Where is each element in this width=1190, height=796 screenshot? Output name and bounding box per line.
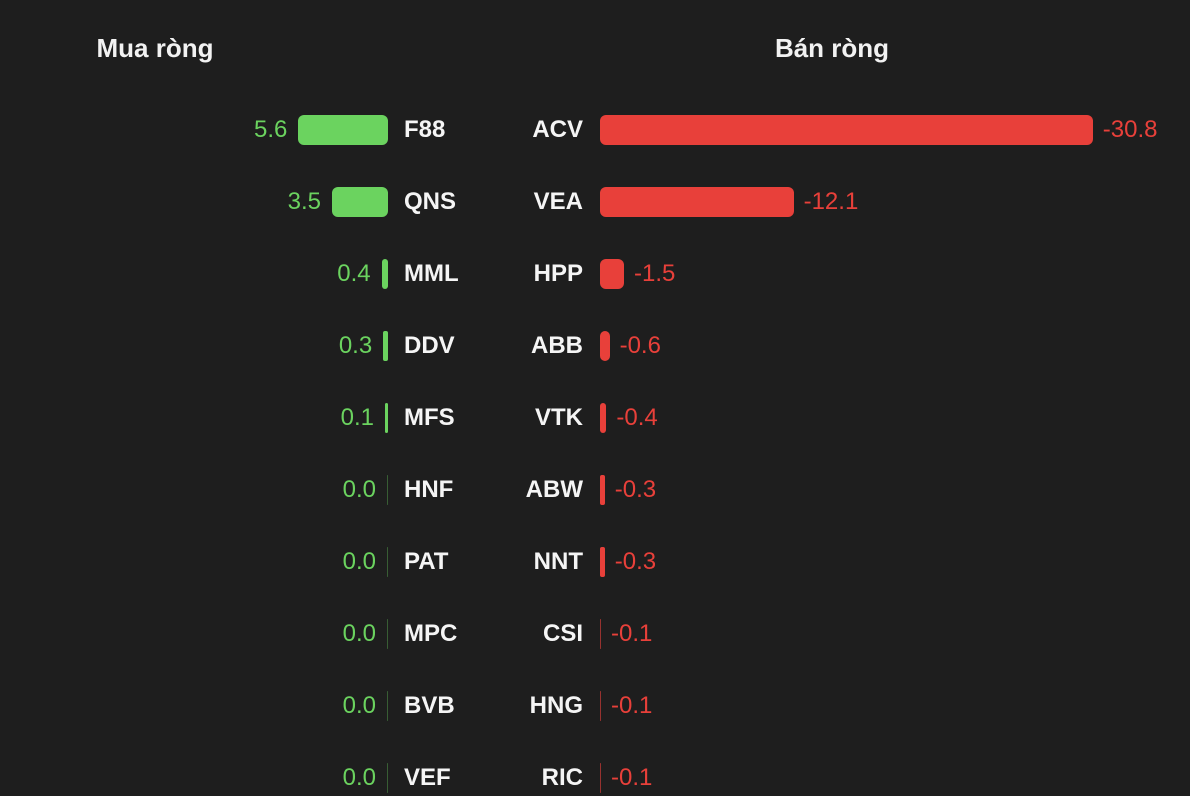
sell-value-label: -1.5 [634, 260, 676, 287]
sell-title: Bán ròng [774, 33, 890, 63]
sell-ticker-label: RIC [541, 764, 583, 791]
sell-bar [600, 619, 601, 649]
sell-bar [600, 763, 601, 793]
sell-bar [600, 259, 624, 289]
buy-ticker-label: HNF [404, 476, 454, 503]
buy-ticker-label: DDV [404, 332, 455, 359]
buy-bar [387, 547, 388, 577]
buy-bar [332, 187, 388, 217]
buy-value-label: 3.5 [287, 188, 321, 215]
sell-bar [600, 547, 605, 577]
buy-bar [385, 403, 388, 433]
buy-bar [298, 115, 388, 145]
buy-title: Mua ròng [96, 33, 214, 63]
sell-value-label: -0.6 [619, 332, 661, 359]
buy-ticker-label: VEF [404, 764, 451, 791]
sell-ticker-label: ABW [525, 476, 583, 503]
buy-value-label: 0.0 [342, 620, 376, 647]
sell-value-label: -12.1 [803, 188, 859, 215]
buy-bar [387, 691, 388, 721]
sell-value-label: -0.1 [611, 692, 653, 719]
sell-bar [600, 475, 605, 505]
sell-bar [600, 403, 607, 433]
buy-ticker-label: MFS [404, 404, 455, 431]
sell-bar [600, 691, 601, 721]
sell-value-label: -0.1 [611, 620, 653, 647]
buy-bar [387, 619, 388, 649]
sell-ticker-label: VEA [533, 188, 583, 215]
sell-ticker-label: VTK [535, 404, 583, 431]
buy-ticker-label: QNS [404, 188, 457, 215]
sell-ticker-label: HNG [529, 692, 583, 719]
buy-value-label: 0.0 [342, 548, 376, 575]
sell-ticker-label: NNT [533, 548, 583, 575]
sell-bar [600, 115, 1093, 145]
buy-value-label: 0.1 [340, 404, 374, 431]
sell-bar [600, 187, 794, 217]
sell-value-label: -0.3 [614, 476, 657, 503]
buy-ticker-label: BVB [404, 692, 455, 719]
buy-value-label: 0.0 [342, 692, 376, 719]
sell-value-label: -0.1 [611, 764, 653, 791]
sell-ticker-label: CSI [542, 620, 583, 647]
buy-value-label: 0.4 [337, 260, 371, 287]
buy-ticker-label: F88 [404, 116, 446, 143]
buy-bar [383, 331, 388, 361]
sell-value-label: -0.4 [616, 404, 658, 431]
sell-ticker-label: ABB [531, 332, 583, 359]
buy-value-label: 0.3 [338, 332, 373, 359]
buy-value-label: 5.6 [254, 116, 288, 143]
buy-ticker-label: PAT [404, 548, 449, 575]
sell-bar [600, 331, 610, 361]
sell-ticker-label: HPP [533, 260, 583, 287]
sell-value-label: -30.8 [1102, 116, 1158, 143]
buy-value-label: 0.0 [342, 476, 376, 503]
sell-value-label: -0.3 [614, 548, 657, 575]
buy-ticker-label: MPC [404, 620, 458, 647]
buy-bar [387, 475, 388, 505]
sell-ticker-label: ACV [532, 116, 583, 143]
buy-value-label: 0.0 [342, 764, 376, 791]
buy-bar [381, 259, 388, 289]
buy-bar [387, 763, 388, 793]
buy-ticker-label: MML [404, 260, 459, 287]
